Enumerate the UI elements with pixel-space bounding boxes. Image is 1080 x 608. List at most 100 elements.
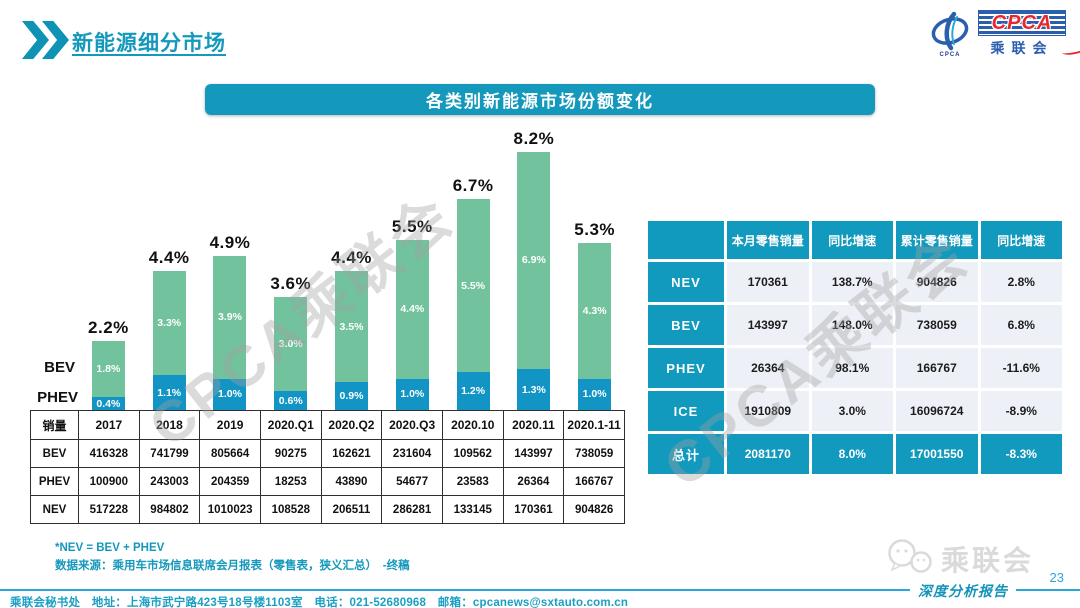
sales-cell: 517228	[78, 495, 140, 524]
double-chevron-icon	[22, 21, 69, 59]
sales-cell: 416328	[78, 439, 140, 468]
cpca-acronym-box: CPCA	[978, 10, 1066, 36]
wechat-watermark-text: 乘联会	[940, 545, 1034, 576]
footnotes: *NEV = BEV + PHEV 数据来源：乘用车市场信息联席会月报表（零售表…	[55, 540, 410, 576]
summary-cell: 1910809	[727, 391, 809, 431]
summary-cell: 738059	[896, 305, 978, 345]
sales-col-header: 2020.11	[502, 410, 565, 440]
bar-segment-bev: 3.5%	[335, 271, 369, 382]
summary-cell: 143997	[727, 305, 809, 345]
sales-cell: 166767	[563, 467, 625, 496]
emblem-caption: CPCA	[939, 51, 961, 58]
bar-segment-phev: 0.6%	[274, 391, 308, 410]
bar-stack: 5.5% 1.2%	[456, 198, 490, 410]
sales-cell: 109562	[441, 439, 504, 468]
bar-segment-phev: 1.3%	[517, 369, 551, 410]
summary-col-header: 同比增速	[980, 221, 1062, 259]
summary-cell: 148.0%	[811, 305, 893, 345]
bar-total-label: 3.6%	[270, 273, 312, 293]
bar-stack: 3.3% 1.1%	[152, 271, 186, 410]
summary-cell: 8.0%	[811, 434, 893, 474]
sales-cell: 54677	[381, 467, 443, 496]
summary-cell: 2.8%	[980, 262, 1062, 302]
bar-total-label: 5.5%	[391, 216, 433, 236]
chat-bubbles-icon	[888, 539, 932, 573]
bar-segment-bev: 3.9%	[213, 255, 247, 379]
bar-column-2020.Q1: 3.6% 3.0% 0.6%	[260, 118, 321, 410]
bar-total-label: 4.4%	[331, 248, 372, 268]
footer-divider-line	[0, 589, 1080, 591]
sales-cell: 286281	[381, 495, 443, 524]
summary-col-header: 累计零售销量	[896, 221, 978, 259]
bar-column-2020.Q2: 4.4% 3.5% 0.9%	[321, 118, 382, 410]
bar-column-2018: 4.4% 3.3% 1.1%	[139, 118, 200, 410]
summary-row-label-PHEV: PHEV	[648, 348, 724, 388]
summary-row-label-总计: 总计	[648, 434, 724, 474]
sales-cell: 741799	[138, 439, 201, 468]
sales-table: 销量 2017 2018 2019 2020.Q1 2020.Q2 2020.Q3 2020.…	[30, 410, 625, 524]
sales-row-label: BEV	[30, 439, 79, 468]
summary-cell: 26364	[727, 348, 809, 388]
sales-cell: 90275	[259, 439, 322, 468]
chart-columns: BEV PHEV 2.2% 1.8% 0.4% 4.4% 3.3% 1.1% 4.9% 3.9…	[30, 118, 625, 410]
bar-segment-bev: 6.9%	[517, 151, 551, 370]
sales-cell: 984802	[138, 495, 201, 524]
bar-column-2020.Q3: 5.5% 4.4% 1.0%	[382, 118, 443, 410]
summary-cell: 3.0%	[811, 391, 893, 431]
sales-cell: 204359	[199, 467, 261, 496]
footnote-nev-definition: *NEV = BEV + PHEV	[55, 542, 165, 554]
bar-segment-bev: 1.8%	[91, 340, 125, 398]
bar-total-label: 4.4%	[148, 248, 190, 268]
bar-segment-bev: 5.5%	[456, 198, 490, 373]
sales-cell: 206511	[320, 495, 383, 524]
bar-stack: 3.5% 0.9%	[335, 271, 369, 410]
bar-stack: 3.9% 1.0%	[213, 255, 247, 410]
bar-column-2020.1-11: 5.3% 4.3% 1.0%	[564, 118, 625, 410]
summary-cell: -8.3%	[980, 434, 1062, 474]
sales-cell: 170361	[502, 495, 565, 524]
sales-col-header: 2020.Q1	[259, 410, 322, 440]
sales-cell: 26364	[502, 467, 565, 496]
bar-segment-phev: 1.2%	[456, 372, 490, 410]
sales-row-label: NEV	[30, 495, 79, 524]
summary-cell: 170361	[727, 262, 809, 302]
summary-col-header: 同比增速	[811, 221, 893, 259]
nev-share-chart: BEV PHEV 2.2% 1.8% 0.4% 4.4% 3.3% 1.1% 4.9% 3.9…	[30, 118, 625, 524]
bar-column-2017: 2.2% 1.8% 0.4%	[78, 118, 139, 410]
bar-segment-phev: 0.4%	[91, 397, 125, 410]
summary-row-label-BEV: BEV	[648, 305, 724, 345]
bar-stack: 6.9% 1.3%	[517, 151, 551, 410]
chart-legend-gutter: BEV PHEV	[30, 118, 78, 410]
bar-stack: 4.4% 1.0%	[395, 239, 429, 410]
sales-col-header: 2020.Q2	[320, 410, 383, 440]
summary-cell: -11.6%	[980, 348, 1062, 388]
bar-segment-phev: 1.1%	[152, 375, 186, 410]
chart-title-banner: 各类别新能源市场份额变化	[205, 84, 875, 115]
bar-column-2020.10: 6.7% 5.5% 1.2%	[443, 118, 504, 410]
bar-total-label: 8.2%	[513, 128, 555, 148]
page-number: 23	[1049, 570, 1064, 585]
bar-segment-phev: 0.9%	[335, 381, 369, 410]
summary-cell: 17001550	[896, 434, 978, 474]
footnote-data-source: 数据来源：乘用车市场信息联席会月报表（零售表，狭义汇总） -终稿	[55, 559, 410, 572]
bar-segment-phev: 1.0%	[578, 378, 612, 410]
sales-cell: 805664	[199, 439, 261, 468]
bar-segment-bev: 4.3%	[578, 243, 612, 379]
report-series-label: 深度分析报告	[910, 581, 1016, 601]
summary-cell: -8.9%	[980, 391, 1062, 431]
bar-stack: 1.8% 0.4%	[91, 340, 125, 410]
cpca-acronym: CPCA	[991, 11, 1053, 34]
summary-cell: 138.7%	[811, 262, 893, 302]
sales-row-label: PHEV	[30, 467, 79, 496]
page-title: 新能源细分市场	[72, 32, 226, 55]
logo-chinese-name: 乘联会	[990, 40, 1054, 56]
summary-cell: 16096724	[896, 391, 978, 431]
bar-total-label: 6.7%	[452, 175, 494, 195]
bar-segment-bev: 4.4%	[395, 239, 429, 379]
sales-cell: 100900	[78, 467, 140, 496]
bar-segment-bev: 3.3%	[152, 271, 186, 376]
logo-red-swoosh	[1061, 43, 1080, 57]
sales-col-header: 2017	[78, 410, 140, 440]
summary-corner-cell	[648, 221, 724, 259]
